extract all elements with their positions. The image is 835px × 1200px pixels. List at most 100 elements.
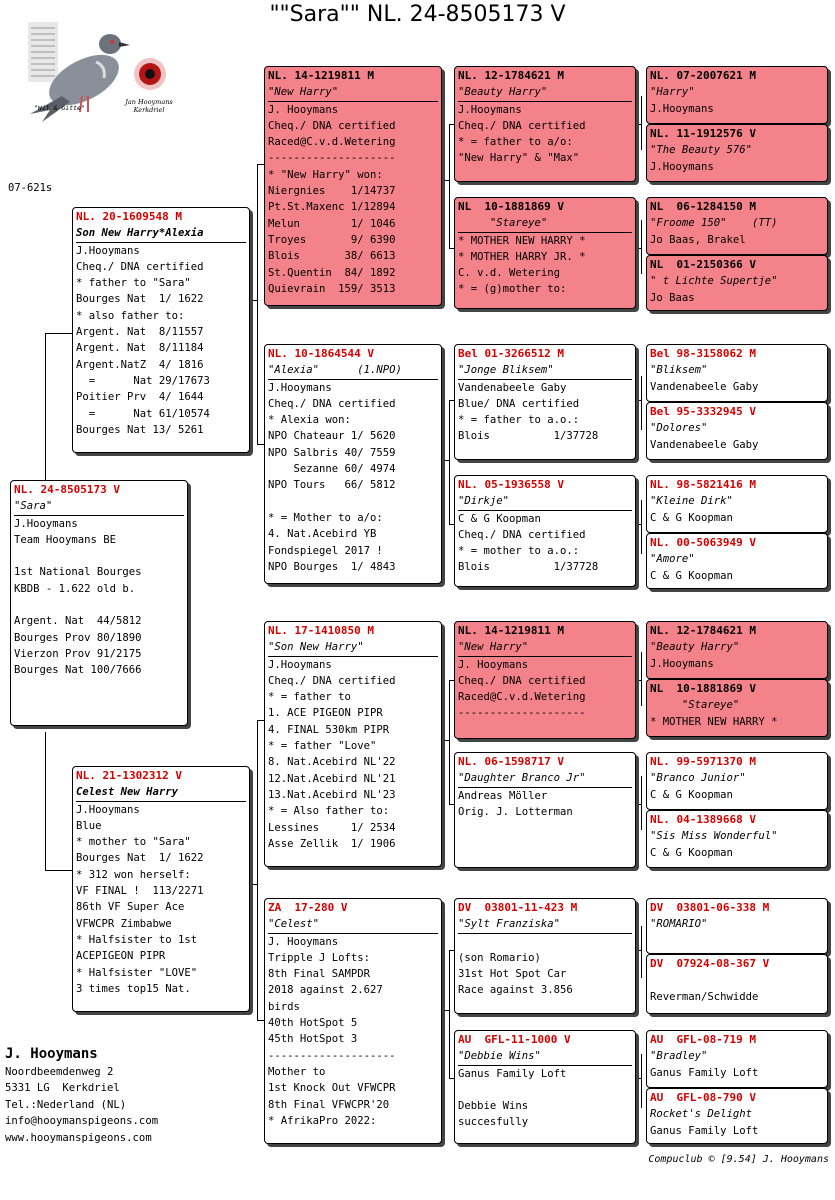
pigeon-name: "Harry" [650, 86, 695, 99]
owner-line: J.Hooymans [76, 244, 140, 257]
detail-line: succesfully [458, 1116, 529, 1129]
detail-line: Orig. J. Lotterman [458, 805, 573, 818]
owner-line: Ganus Family Loft [650, 1066, 759, 1079]
detail-line: Cheq./ DNA certified [76, 260, 204, 273]
detail-line: -------------------- [458, 707, 586, 720]
pedigree-box-g5: Bel 98-3158062 M "Bliksem" Vandenabeele Ga… [646, 344, 828, 402]
breeder-block: J. Hooymans Noordbeemdenweg 2 5331 LG Ke… [5, 1044, 158, 1146]
detail-line: Cheq./ DNA certified [268, 397, 396, 410]
detail-line [268, 494, 438, 510]
ring-number: NL 10-1881869 V [650, 682, 756, 695]
owner-line: * MOTHER NEW HARRY * [458, 234, 586, 247]
detail-line: 4. Nat.Acebird YB [268, 528, 377, 541]
detail-line: 45th HotSpot 3 [268, 1033, 358, 1046]
pedigree-box-g1: NL. 07-2007621 M "Harry" J.Hooymans [646, 66, 828, 124]
pedigree-box-dds: DV 03801-11-423 M "Sylt Franziska" (son R… [454, 898, 636, 1014]
ring-number: Bel 01-3266512 M [458, 347, 564, 360]
ring-number: NL. 12-1784621 M [650, 624, 756, 637]
owner-line: Ganus Family Loft [458, 1067, 567, 1080]
owner-line: J.Hooymans [650, 657, 714, 670]
pigeon-name: "Bliksem" [650, 364, 708, 377]
owner-line: J. Hooymans [458, 658, 529, 671]
pigeon-name: "Beauty Harry" [458, 84, 632, 102]
pedigree-box-sire-dam: NL. 10-1864544 V "Alexia" (1.NPO) J.Hooyma… [264, 344, 442, 584]
detail-line: KBDB - 1.622 old b. [14, 582, 136, 595]
detail-line: ACEPIGEON PIPR [76, 950, 166, 963]
footer-credit: Compuclub © [9.54] J. Hooymans [648, 1154, 829, 1165]
pigeon-name: "Celest" [268, 916, 438, 934]
pedigree-box-g8: NL. 00-5063949 V "Amore" C & G Koopman [646, 533, 828, 589]
detail-line: C. v.d. Wetering [458, 267, 561, 280]
detail-line: Raced@C.v.d.Wetering [458, 691, 586, 704]
ring-number: NL. 24-8505173 V [14, 483, 120, 496]
detail-line: Bourges Nat 1/ 1622 [76, 293, 204, 306]
detail-line: Bourges Prov 80/1890 [14, 631, 142, 644]
detail-line: Niergnies 1/14737 [268, 185, 396, 198]
detail-line: Bourges Nat 1/ 1622 [76, 852, 204, 865]
pigeon-name: "Branco Junior" [650, 772, 746, 785]
pigeon-name: "Bradley" [650, 1050, 708, 1063]
detail-line: Sezanne 60/ 4974 [268, 463, 396, 476]
detail-line: Troyes 9/ 6390 [268, 233, 396, 246]
detail-line: VF FINAL ! 113/2271 [76, 885, 204, 898]
detail-line: "New Harry" & "Max" [458, 152, 580, 165]
detail-line: 8. Nat.Acebird NL'22 [268, 756, 396, 769]
pedigree-box-dam-dam: ZA 17-280 V "Celest" J. Hooymans Tripple J … [264, 898, 442, 1144]
logo-caption-left: "Wit & Gitte" [34, 104, 85, 112]
pigeon-name: "Debbie Wins" [458, 1048, 632, 1066]
detail-line: * = father to [268, 691, 351, 704]
detail-line: NPO Chateaur 1/ 5620 [268, 430, 396, 443]
ring-number: NL. 98-5821416 M [650, 478, 756, 491]
pedigree-box-dsd: NL. 06-1598717 V "Daughter Branco Jr" Andr… [454, 752, 636, 868]
pigeon-name: Rocket's Delight [650, 1108, 753, 1121]
breeder-website[interactable]: www.hooymanspigeons.com [5, 1131, 152, 1144]
detail-line: Tripple J Lofts: [268, 951, 371, 964]
owner-line: J.Hooymans [268, 381, 332, 394]
ring-number: NL 01-2150366 V [650, 258, 756, 271]
ring-number: NL. 11-1912576 V [650, 127, 756, 140]
detail-line: * 312 won herself: [76, 868, 191, 881]
pigeon-name: "Sara" [14, 498, 184, 516]
detail-line: * "New Harry" won: [268, 168, 383, 181]
pedigree-box-g7: NL. 98-5821416 M "Kleine Dirk" C & G Koopm… [646, 475, 828, 533]
owner-line: J.Hooymans [14, 517, 78, 530]
detail-line: * Halfsister to 1st [76, 933, 198, 946]
detail-line [14, 548, 184, 564]
owner-line: J.Hooymans [650, 102, 714, 115]
detail-line: = Nat 61/10574 [76, 407, 210, 420]
pigeon-name: "Froome 150" (TT) [650, 217, 778, 230]
pigeon-name: "Beauty Harry" [650, 641, 740, 654]
pigeon-name: "Daughter Branco Jr" [458, 770, 632, 788]
detail-line: * mother to "Sara" [76, 836, 191, 849]
ring-number: NL. 17-1410850 M [268, 624, 374, 637]
pedigree-box-g4: NL 01-2150366 V " t Lichte Supertje" Jo Ba… [646, 255, 828, 311]
detail-line: 40th HotSpot 5 [268, 1017, 358, 1030]
owner-line: Vandenabeele Gaby [650, 380, 759, 393]
breeder-address-1: Noordbeemdenweg 2 [5, 1066, 114, 1078]
pigeon-name: Celest New Harry [76, 784, 246, 802]
detail-line: Melun 1/ 1046 [268, 217, 396, 230]
detail-line: birds [268, 1000, 300, 1013]
owner-line: C & G Koopman [650, 569, 733, 582]
owner-line: * MOTHER NEW HARRY * [650, 715, 778, 728]
ring-number: NL. 12-1784621 M [458, 69, 564, 82]
detail-line: Team Hooymans BE [14, 533, 117, 546]
detail-line: Cheq./ DNA certified [458, 119, 586, 132]
pigeon-logo [28, 22, 166, 122]
detail-line: Cheq./ DNA certified [458, 674, 586, 687]
ring-number: NL 06-1284150 M [650, 200, 756, 213]
owner-line: J.Hooymans [76, 803, 140, 816]
eye-icon [134, 58, 166, 90]
pedigree-box-dam-sire: NL. 17-1410850 M "Son New Harry" J.Hooyman… [264, 621, 442, 867]
owner-line: C & G Koopman [650, 846, 733, 859]
ring-number: NL. 06-1598717 V [458, 755, 564, 768]
detail-line: -------------------- [268, 1049, 396, 1062]
detail-line: 8th Final VFWCPR'20 [268, 1098, 390, 1111]
pedigree-box-sdd: NL. 05-1936558 V "Dirkje" C & G Koopman Che… [454, 475, 636, 587]
owner-line: C & G Koopman [650, 511, 733, 524]
pigeon-name: "Kleine Dirk" [650, 495, 733, 508]
detail-line: Cheq./ DNA certified [458, 528, 586, 541]
ring-number: ZA 17-280 V [268, 901, 348, 914]
breeder-email[interactable]: info@hooymanspigeons.com [5, 1115, 159, 1128]
owner-line: C & G Koopman [650, 788, 733, 801]
